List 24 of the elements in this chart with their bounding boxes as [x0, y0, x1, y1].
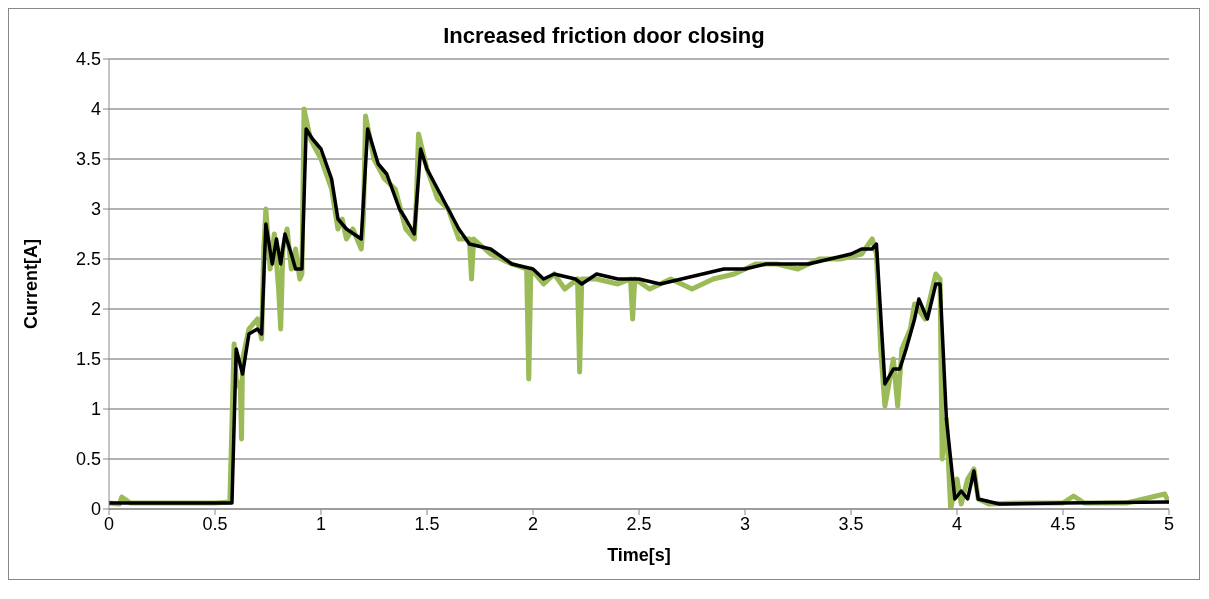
y-tick-label: 3 — [90, 199, 101, 220]
x-tick-label: 4.5 — [1050, 513, 1076, 534]
y-tick-label: 0.5 — [75, 449, 101, 470]
x-tick-label: 3.5 — [838, 513, 864, 534]
x-tick-label: 3 — [739, 513, 751, 534]
x-tick-label: 1 — [315, 513, 327, 534]
x-tick-label: 5 — [1163, 513, 1175, 534]
x-tick-label: 2 — [527, 513, 539, 534]
y-tick-label: 1 — [90, 399, 101, 420]
chart-title: Increased friction door closing — [442, 23, 766, 49]
y-tick-label: 4 — [90, 99, 101, 120]
y-tick-label: 1.5 — [75, 349, 101, 370]
x-tick-label: 0.5 — [202, 513, 228, 534]
x-tick-label: 1.5 — [414, 513, 440, 534]
y-axis-title: Current[A] — [21, 239, 42, 329]
y-tick-label: 0 — [90, 499, 101, 520]
y-tick-label: 2 — [90, 299, 101, 320]
x-tick-label: 2.5 — [626, 513, 652, 534]
x-tick-label: 4 — [951, 513, 963, 534]
y-tick-label: 2.5 — [75, 249, 101, 270]
x-axis-title: Time[s] — [607, 545, 671, 565]
y-tick-label: 3.5 — [75, 149, 101, 170]
x-tick-label: 0 — [103, 513, 115, 534]
y-tick-label: 4.5 — [75, 49, 101, 70]
